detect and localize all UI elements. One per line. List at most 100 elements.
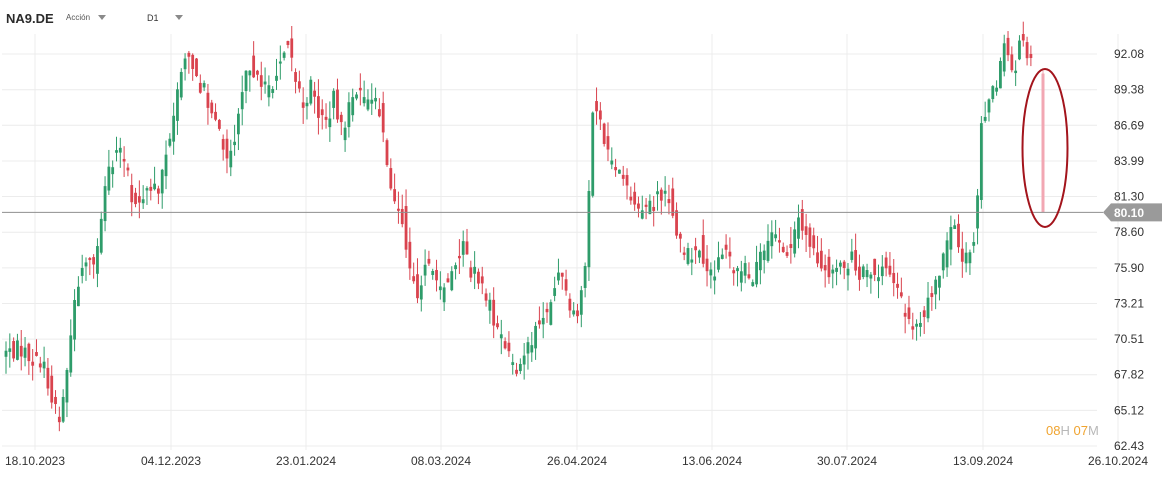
bullish-candle xyxy=(698,249,701,264)
timeframe-selector[interactable]: D1 xyxy=(147,13,159,23)
bearish-candle xyxy=(1029,45,1033,67)
bearish-candle xyxy=(206,83,210,125)
candle-body xyxy=(675,210,678,236)
candle-body xyxy=(385,140,389,166)
candle-body xyxy=(435,269,438,281)
bullish-candle xyxy=(473,251,477,290)
bearish-candle xyxy=(957,214,960,253)
candle-body xyxy=(38,363,42,368)
bullish-candle xyxy=(347,92,351,138)
bullish-candle xyxy=(42,346,46,378)
candle-body xyxy=(602,123,606,144)
bullish-candle xyxy=(343,121,347,152)
bullish-candle xyxy=(766,224,770,263)
candle-body xyxy=(412,276,416,282)
candle-body xyxy=(111,167,115,175)
y-tick-label: 62.43 xyxy=(1114,439,1144,453)
chevron-down-icon[interactable] xyxy=(98,15,106,20)
candle-body xyxy=(583,266,587,288)
candle-body xyxy=(877,277,880,282)
bullish-candle xyxy=(202,80,206,92)
bullish-candle xyxy=(80,254,84,284)
bullish-candle xyxy=(549,299,553,326)
candle-body xyxy=(922,310,926,318)
bearish-candle xyxy=(294,68,297,94)
bullish-candle xyxy=(945,232,949,277)
candle-body xyxy=(659,189,663,201)
candle-body xyxy=(960,248,964,262)
candle-body xyxy=(366,99,370,110)
bearish-candle xyxy=(187,50,191,74)
candle-body xyxy=(831,269,835,274)
candle-body xyxy=(888,265,892,275)
candle-body xyxy=(461,241,465,255)
candle-body xyxy=(637,203,640,209)
candle-body xyxy=(858,266,861,280)
candle-body xyxy=(31,361,35,366)
bullish-candle xyxy=(275,58,278,90)
bearish-candle xyxy=(595,87,598,125)
bearish-candle xyxy=(899,277,903,299)
bullish-candle xyxy=(107,149,111,195)
bullish-candle xyxy=(518,358,522,374)
candle-body xyxy=(983,116,987,121)
bearish-candle xyxy=(705,245,709,287)
bearish-candle xyxy=(427,250,431,266)
bullish-candle xyxy=(431,268,435,280)
candle-body xyxy=(979,123,983,200)
candle-body xyxy=(115,150,118,153)
y-tick-label: 92.08 xyxy=(1114,47,1144,61)
bearish-candle xyxy=(389,158,393,191)
bearish-candle xyxy=(252,41,256,79)
bullish-candle xyxy=(233,124,236,156)
candle-body xyxy=(671,188,675,216)
bearish-candle xyxy=(46,358,50,396)
bullish-candle xyxy=(73,289,76,352)
bearish-candle xyxy=(256,69,259,81)
candle-body xyxy=(705,258,709,272)
candle-body xyxy=(362,97,366,104)
bearish-candle xyxy=(301,87,305,124)
candle-body xyxy=(221,138,225,150)
bullish-candle xyxy=(583,262,587,298)
candle-body xyxy=(99,218,103,253)
bearish-candle xyxy=(873,258,877,282)
bearish-candle xyxy=(614,158,617,177)
bullish-candle xyxy=(915,319,918,341)
bullish-candle xyxy=(1002,34,1006,77)
candle-body xyxy=(275,75,278,81)
bearish-candle xyxy=(675,202,678,239)
bearish-candle xyxy=(381,91,385,143)
candle-body xyxy=(381,103,385,133)
bearish-candle xyxy=(507,331,511,357)
bearish-candle xyxy=(564,269,568,296)
bearish-candle xyxy=(907,295,911,325)
candle-body xyxy=(648,200,652,215)
bullish-candle xyxy=(934,276,938,310)
bullish-candle xyxy=(309,76,313,106)
bearish-candle xyxy=(819,238,823,272)
candle-body xyxy=(172,115,176,142)
countdown-hours: 08 xyxy=(1046,423,1061,438)
candle-body xyxy=(332,90,336,108)
bearish-candle xyxy=(812,227,816,256)
candle-body xyxy=(339,114,343,123)
bearish-candle xyxy=(621,165,625,186)
candle-body xyxy=(419,285,423,300)
bearish-candle xyxy=(858,254,861,291)
last-candle xyxy=(1041,70,1045,213)
bearish-candle xyxy=(1025,36,1029,66)
symbol-label[interactable]: NA9.DE xyxy=(6,11,54,26)
candle-body xyxy=(377,109,381,117)
chevron-down-icon[interactable] xyxy=(175,15,183,20)
bearish-candle xyxy=(324,103,328,129)
candle-body xyxy=(579,290,583,315)
bearish-candle xyxy=(19,329,23,371)
candle-body xyxy=(964,252,968,264)
bearish-candle xyxy=(469,260,473,283)
bullish-candle xyxy=(949,215,953,266)
bearish-candle xyxy=(416,258,419,304)
bullish-candle xyxy=(880,255,884,286)
